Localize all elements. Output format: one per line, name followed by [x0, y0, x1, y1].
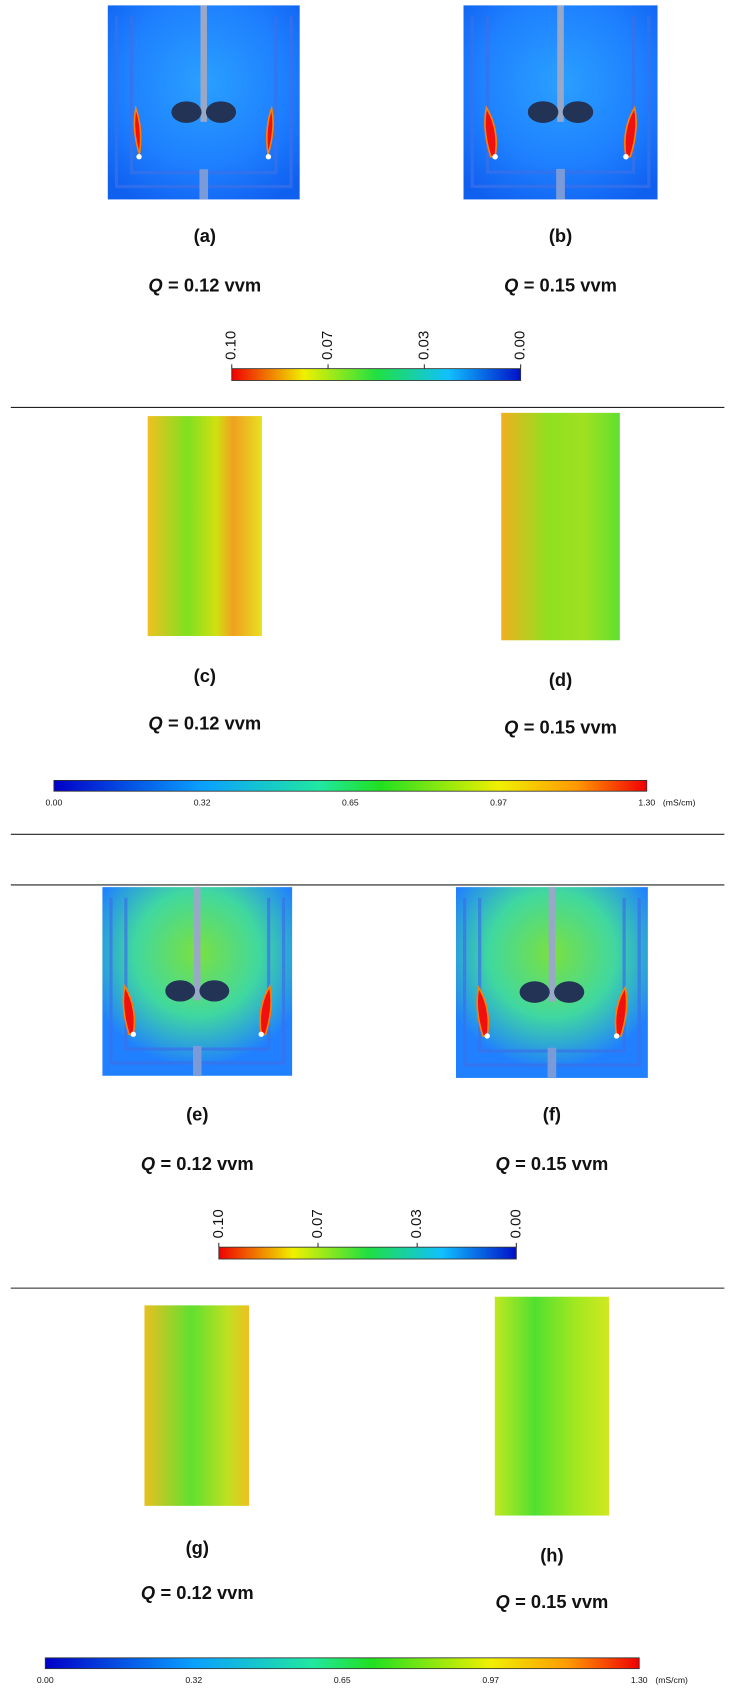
q-symbol: Q	[141, 1153, 155, 1174]
q-value: = 0.15 vvm	[515, 1153, 608, 1174]
colorbar-gradient	[54, 780, 647, 791]
q-value: = 0.12 vvm	[160, 1153, 253, 1174]
impeller	[520, 981, 550, 1003]
sparger	[556, 169, 565, 200]
q-value: = 0.12 vvm	[168, 712, 261, 733]
q-symbol: Q	[495, 1591, 509, 1612]
shaft	[200, 5, 206, 121]
colorbar-tick-label: 0.97	[490, 797, 507, 807]
panel-label: (e)	[186, 1103, 208, 1124]
colorbar-tick-label: 0.03	[408, 1209, 425, 1238]
sparger	[193, 1046, 202, 1076]
q-value: = 0.12 vvm	[160, 1582, 253, 1603]
q-value: = 0.15 vvm	[515, 1591, 608, 1612]
shaft	[194, 887, 200, 1000]
colorbar-tick-label: 0.32	[185, 1675, 202, 1685]
contour-image	[495, 1297, 609, 1516]
impeller	[554, 981, 584, 1003]
q-symbol: Q	[148, 275, 162, 296]
sparger	[199, 169, 208, 199]
flow-rate: Q = 0.15 vvm	[504, 717, 617, 738]
contour-image	[108, 5, 300, 199]
nozzle	[492, 154, 497, 159]
colorbar-gradient	[45, 1658, 639, 1669]
colorbar-tick-label: 0.10	[223, 331, 240, 360]
flow-rate: Q = 0.12 vvm	[148, 275, 261, 296]
nozzle	[266, 154, 271, 159]
colorbar-gradient	[219, 1247, 517, 1259]
colorbar-gradient	[232, 369, 521, 381]
contour-image	[148, 416, 262, 636]
q-symbol: Q	[495, 1153, 509, 1174]
colorbar-tick-label: 0.03	[415, 331, 432, 360]
colorbar-tick-label: 0.65	[334, 1675, 351, 1685]
q-symbol: Q	[141, 1582, 155, 1603]
colorbar-tick-label: 0.10	[210, 1209, 227, 1238]
panel-label: (c)	[194, 665, 216, 686]
nozzle	[259, 1032, 264, 1037]
contour-image	[501, 413, 620, 640]
panel-label: (f)	[543, 1103, 561, 1124]
q-value: = 0.15 vvm	[524, 717, 617, 738]
contour-image	[144, 1305, 249, 1505]
panel-label: (g)	[186, 1537, 209, 1558]
nozzle	[485, 1033, 490, 1038]
q-symbol: Q	[504, 717, 518, 738]
sparger	[548, 1048, 557, 1078]
colorbar-tick-label: 0.00	[512, 331, 529, 360]
panel-label: (a)	[194, 225, 216, 246]
contour-image	[464, 5, 658, 199]
colorbar-unit: (mS/cm)	[655, 1675, 688, 1685]
colorbar-tick-label: 0.32	[194, 797, 211, 807]
nozzle	[136, 154, 141, 159]
impeller	[199, 980, 229, 1001]
q-value: = 0.15 vvm	[524, 275, 617, 296]
q-symbol: Q	[148, 712, 162, 733]
nozzle	[131, 1032, 136, 1037]
contour-image	[456, 887, 648, 1078]
contour-image	[102, 887, 292, 1076]
colorbar-unit: (mS/cm)	[663, 797, 696, 807]
q-value: = 0.12 vvm	[168, 275, 261, 296]
impeller	[165, 980, 195, 1001]
colorbar: 0.10 0.07 0.03 0.00	[210, 1209, 525, 1259]
colorbar-tick-label: 0.97	[482, 1675, 499, 1685]
colorbar-tick-label: 1.30	[631, 1675, 648, 1685]
flow-rate: Q= 0.12 vvm	[141, 1582, 254, 1603]
colorbar: 0.00 0.32 0.65 0.97 1.30 (mS/cm)	[37, 1658, 688, 1685]
colorbar-tick-label: 0.00	[507, 1209, 524, 1238]
colorbar-tick-label: 0.00	[37, 1675, 54, 1685]
panel-label: (d)	[549, 669, 572, 690]
nozzle	[623, 154, 628, 159]
colorbar: 0.10 0.07 0.03 0.00	[223, 331, 529, 381]
shaft	[557, 5, 564, 121]
flow-rate: Q = 0.15 vvm	[504, 275, 617, 296]
panel-label: (h)	[540, 1544, 563, 1565]
colorbar: 0.00 0.32 0.65 0.97 1.30 (mS/cm)	[46, 780, 696, 807]
colorbar-tick-label: 0.07	[309, 1209, 326, 1238]
impeller	[171, 101, 201, 123]
impeller	[528, 101, 559, 123]
figure: (a)Q= 0.12 vvm(b)Q= 0.15 vvm(c)Q= 0.12 v…	[0, 0, 733, 1707]
shaft	[549, 887, 555, 1001]
panel-label: (b)	[549, 225, 572, 246]
flow-rate: Q = 0.15 vvm	[495, 1153, 608, 1174]
q-symbol: Q	[504, 275, 518, 296]
flow-rate: Q = 0.15 vvm	[495, 1591, 608, 1612]
flow-rate: Q= 0.12 vvm	[141, 1153, 254, 1174]
impeller	[563, 101, 594, 123]
nozzle	[614, 1033, 619, 1038]
colorbar-tick-label: 0.65	[342, 797, 359, 807]
colorbar-tick-label: 0.07	[319, 331, 336, 360]
flow-rate: Q = 0.12 vvm	[148, 712, 261, 733]
colorbar-tick-label: 1.30	[638, 797, 655, 807]
impeller	[206, 101, 236, 123]
colorbar-tick-label: 0.00	[46, 797, 63, 807]
